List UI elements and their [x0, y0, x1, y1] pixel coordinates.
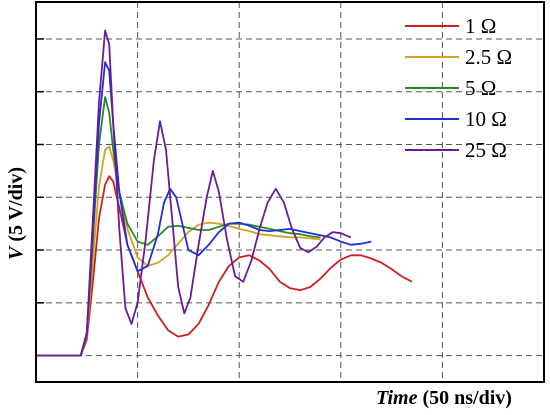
legend-label: 1 Ω	[465, 14, 496, 38]
x-axis-unit: (50 ns/div)	[417, 387, 511, 409]
series-line-3	[36, 96, 321, 357]
legend-label: 25 Ω	[465, 138, 507, 162]
legend-label: 5 Ω	[465, 76, 496, 100]
legend: 1 Ω 2.5 Ω 5 Ω 10 Ω 25 Ω	[405, 14, 512, 162]
y-axis-label: V (5 V/div)	[5, 167, 27, 260]
series-lines	[36, 29, 413, 357]
y-axis-unit: (5 V/div)	[5, 167, 27, 247]
grid	[36, 2, 544, 382]
legend-label: 2.5 Ω	[465, 45, 512, 69]
series-line-4	[36, 61, 372, 357]
x-axis-label: Time (50 ns/div)	[376, 387, 512, 409]
x-axis-variable: Time	[376, 387, 418, 409]
series-line-2	[36, 145, 321, 357]
y-axis-variable: V	[5, 245, 27, 260]
series-line-1	[36, 175, 413, 357]
legend-label: 10 Ω	[465, 107, 507, 131]
series-line-5	[36, 29, 352, 357]
plot-frame	[35, 1, 545, 383]
